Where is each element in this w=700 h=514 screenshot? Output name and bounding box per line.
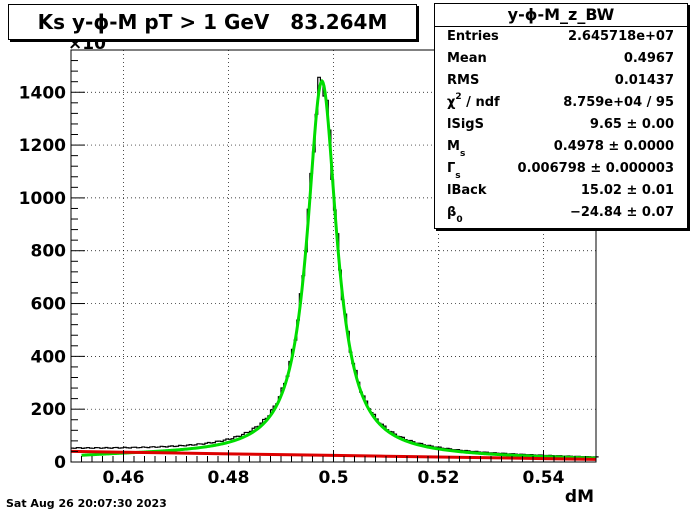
stats-key: β0 (447, 205, 463, 225)
y-tick-label: 200 (31, 400, 67, 420)
stats-key: Ms (447, 139, 466, 159)
stats-box: y-ϕ-M_z_BW Entries 2.645718e+07 Mean 0.4967… (434, 3, 688, 229)
x-tick-label: 0.52 (418, 468, 460, 488)
chart-title: Ks y-ϕ-M pT > 1 GeV 83.264M (8, 4, 417, 40)
axes: 0.46 0.48 0.5 0.52 0.54 0 200 400 600 800 1000 1200… (19, 49, 597, 488)
y-tick-label: 800 (31, 242, 67, 262)
stats-value: 2.645718e+07 (567, 29, 674, 44)
stats-value: −24.84 ± 0.07 (569, 205, 674, 220)
fit-series (81, 78, 597, 460)
stats-value: 15.02 ± 0.01 (580, 183, 674, 198)
stats-key: lBack (447, 183, 487, 198)
y-tick-label: 1200 (19, 136, 66, 156)
stats-row: Ms 0.4978 ± 0.0000 (435, 136, 687, 159)
stats-key: lSigS (447, 117, 484, 132)
x-tick-label: 0.46 (103, 468, 145, 488)
x-tick-label: 0.54 (523, 468, 565, 488)
stats-row: lBack 15.02 ± 0.01 (435, 180, 687, 202)
y-tick-label: 0 (54, 453, 66, 473)
stats-row: β0 −24.84 ± 0.07 (435, 202, 687, 225)
stats-row: lSigS 9.65 ± 0.00 (435, 114, 687, 136)
stats-row: Entries 2.645718e+07 (435, 26, 687, 48)
x-axis-label: dM (565, 487, 594, 507)
stats-value: 0.4978 ± 0.0000 (553, 139, 674, 154)
stats-row: Mean 0.4967 (435, 48, 687, 70)
y-tick-label: 1000 (19, 189, 66, 209)
timestamp: Sat Aug 26 20:07:30 2023 (6, 497, 167, 510)
stats-row: χ2 / ndf 8.759e+04 / 95 (435, 92, 687, 114)
x-tick-label: 0.5 (318, 468, 348, 488)
x-tick-label: 0.48 (208, 468, 250, 488)
stats-value: 0.01437 (614, 73, 674, 88)
stats-value: 9.65 ± 0.00 (589, 117, 674, 132)
stats-value: 8.759e+04 / 95 (563, 95, 674, 110)
stats-value: 0.4967 (623, 51, 674, 66)
stats-key: χ2 / ndf (447, 92, 500, 110)
y-tick-label: 600 (31, 295, 67, 315)
stats-key: Entries (447, 29, 499, 44)
stats-title: y-ϕ-M_z_BW (435, 4, 687, 27)
y-tick-label: 400 (31, 347, 67, 367)
stats-value: 0.006798 ± 0.000003 (517, 161, 674, 176)
stats-key: Γs (447, 161, 461, 181)
y-tick-label: 1400 (19, 83, 66, 103)
stats-key: RMS (447, 73, 480, 88)
stats-row: RMS 0.01437 (435, 70, 687, 92)
stats-row: Γs 0.006798 ± 0.000003 (435, 158, 687, 181)
stats-key: Mean (447, 51, 487, 66)
